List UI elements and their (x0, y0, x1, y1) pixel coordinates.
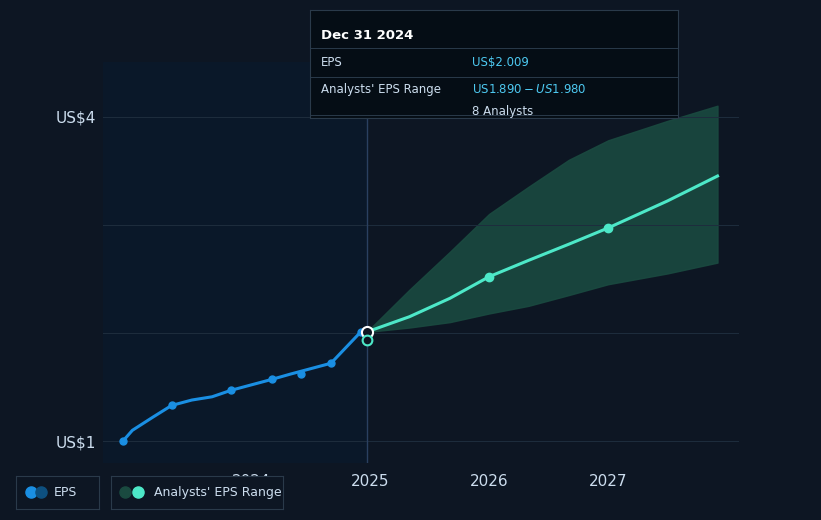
Text: Dec 31 2024: Dec 31 2024 (321, 30, 414, 43)
Bar (103, 62, 367, 463)
Text: EPS: EPS (53, 486, 76, 499)
Text: Actual: Actual (319, 93, 363, 107)
Text: Analysts Forecasts: Analysts Forecasts (373, 93, 502, 107)
Text: EPS: EPS (321, 57, 343, 70)
Text: US$1.890 - US$1.980: US$1.890 - US$1.980 (472, 83, 586, 96)
Text: Analysts' EPS Range: Analysts' EPS Range (154, 486, 282, 499)
Text: US$2.009: US$2.009 (472, 57, 529, 70)
Text: Analysts' EPS Range: Analysts' EPS Range (321, 83, 441, 96)
Text: 8 Analysts: 8 Analysts (472, 105, 533, 118)
